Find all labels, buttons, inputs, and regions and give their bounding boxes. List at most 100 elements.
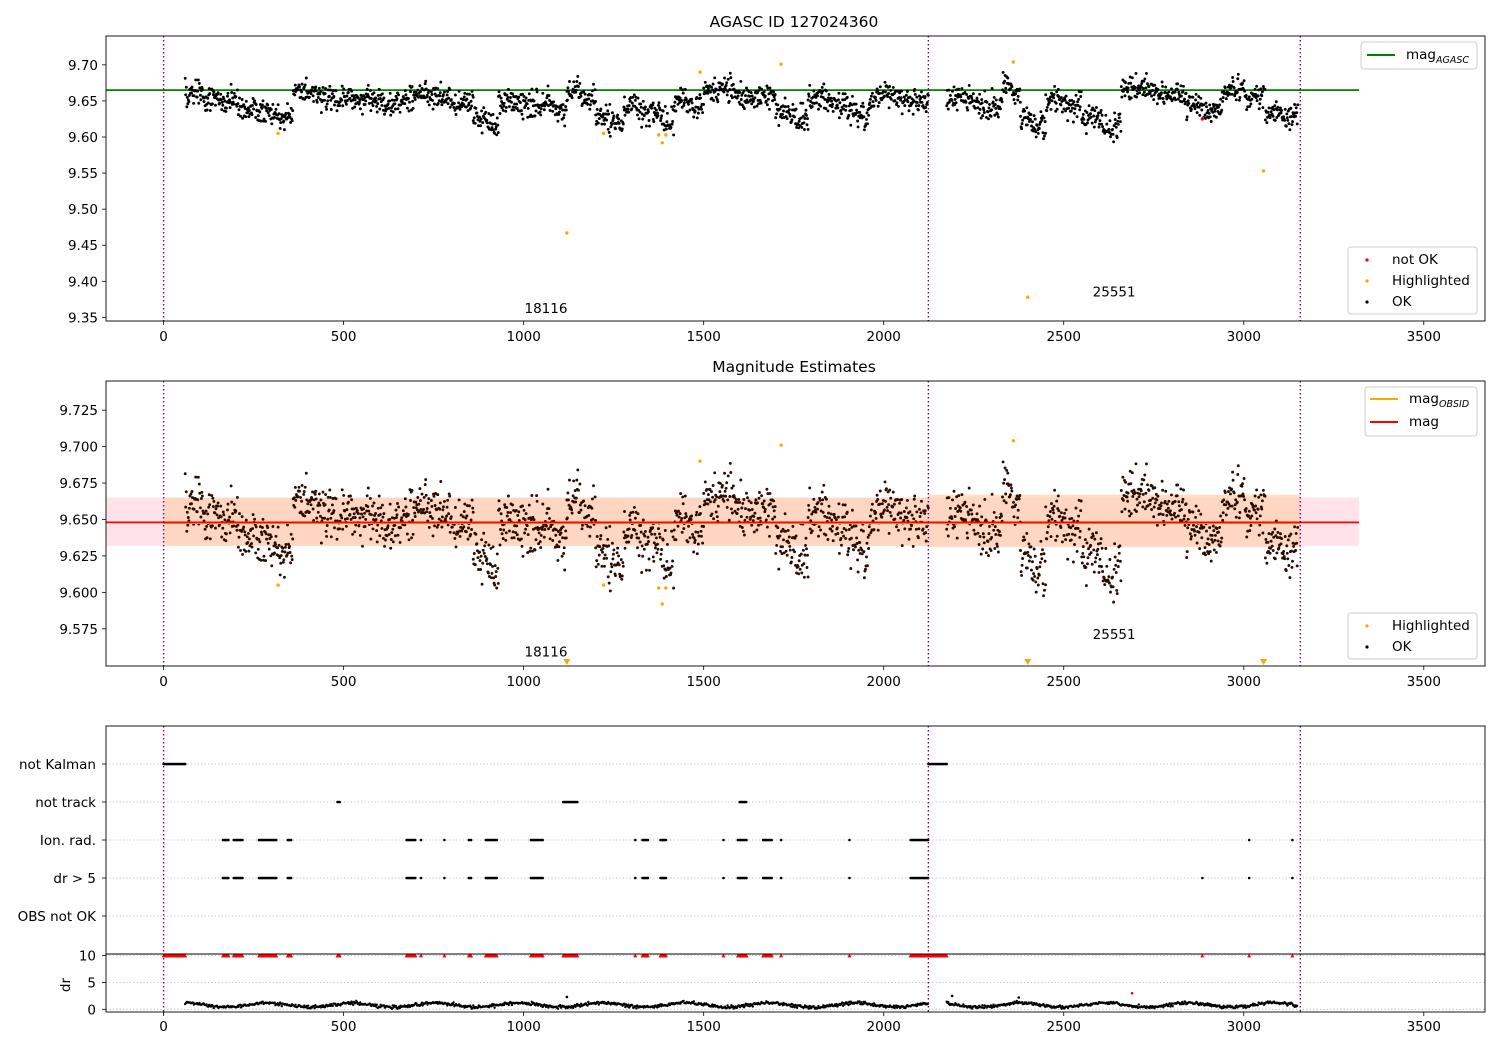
mid-x-tick-label: 500 [331, 674, 357, 690]
ok-point [822, 82, 826, 86]
ok-point [911, 544, 915, 548]
ok-point [847, 113, 851, 117]
ok-point [1233, 507, 1237, 511]
ok-point [1161, 488, 1165, 492]
ok-point [219, 98, 223, 102]
ok-point [504, 106, 508, 109]
ok-point [836, 106, 840, 110]
ok-point [806, 117, 809, 121]
ok-point [1050, 517, 1054, 521]
ok-point [807, 94, 811, 98]
ok-point [400, 516, 404, 520]
ok-point [1213, 538, 1217, 542]
ok-point [757, 523, 760, 527]
ok-point [896, 498, 899, 501]
ok-point [1221, 99, 1225, 103]
ok-point [1055, 534, 1059, 538]
ok-point [250, 545, 254, 549]
ok-point [447, 96, 451, 100]
ok-point [1126, 86, 1130, 90]
ok-point [1191, 510, 1195, 514]
ok-point [1045, 537, 1049, 541]
ok-point [293, 505, 297, 509]
ok-point [1116, 122, 1120, 126]
ok-point [1019, 114, 1022, 118]
ok-point [356, 512, 360, 516]
ok-point [448, 87, 452, 91]
ok-point [588, 525, 592, 529]
ok-point [742, 89, 746, 93]
ok-point [366, 83, 370, 87]
ok-point [207, 505, 211, 509]
ok-point [1069, 526, 1073, 530]
ok-point [1272, 535, 1276, 539]
highlighted-point [698, 70, 702, 74]
ok-point [751, 519, 755, 523]
ok-point [532, 99, 536, 103]
ok-point [985, 100, 989, 104]
ok-point [1138, 91, 1142, 95]
ok-point [726, 474, 730, 478]
ok-point [396, 107, 400, 111]
ok-point [473, 121, 477, 125]
ok-point [1005, 468, 1009, 472]
ok-point [416, 88, 420, 92]
ok-point [837, 551, 841, 555]
ok-point [1164, 85, 1168, 89]
ok-point [782, 538, 785, 542]
dr-point [355, 1000, 359, 1004]
ok-point [1054, 109, 1058, 113]
ok-point [1079, 509, 1083, 513]
ok-point [664, 127, 668, 131]
ok-point [316, 510, 320, 514]
ok-point [1293, 525, 1297, 529]
ok-point [1244, 94, 1248, 97]
ok-point [334, 497, 338, 501]
ok-point [992, 95, 996, 99]
ok-point [868, 514, 872, 518]
ok-point [1141, 93, 1145, 97]
ok-point [964, 100, 968, 104]
ok-point [1070, 106, 1074, 110]
highlighted-point [664, 133, 668, 137]
ok-point [1094, 106, 1098, 109]
top-y-tick-label: 9.60 [68, 130, 98, 146]
ok-point [284, 543, 288, 546]
ok-point [365, 494, 369, 498]
ok-point [351, 106, 355, 110]
ok-point [1203, 546, 1207, 550]
ok-point [606, 575, 610, 579]
ok-point [513, 524, 517, 528]
ok-point [1266, 110, 1270, 114]
ok-point [1283, 557, 1287, 561]
ok-point [406, 513, 410, 516]
dr-point [375, 1003, 378, 1006]
ok-point [506, 87, 510, 91]
ok-point [371, 527, 375, 531]
dr-point [314, 1004, 317, 1007]
ok-point [1064, 538, 1068, 542]
ok-point [1124, 81, 1127, 84]
ok-point [773, 93, 777, 97]
ok-point [680, 98, 684, 102]
ok-point [608, 134, 612, 138]
flag-point [664, 838, 668, 842]
ok-point [227, 518, 230, 522]
ok-point [908, 95, 912, 99]
ok-point [1211, 524, 1215, 528]
ok-point [846, 553, 850, 557]
ok-point [749, 501, 753, 505]
ok-point [446, 523, 450, 527]
ok-point [607, 130, 611, 134]
ok-point [414, 500, 418, 504]
ok-point [799, 552, 803, 556]
ok-point [564, 536, 568, 540]
ok-point [206, 101, 210, 105]
ok-point [1228, 486, 1231, 490]
ok-point [512, 536, 516, 540]
flag-point [646, 838, 650, 842]
ok-point [199, 515, 203, 519]
ok-point [270, 564, 274, 568]
ok-point [304, 471, 308, 475]
ok-point [384, 538, 387, 542]
